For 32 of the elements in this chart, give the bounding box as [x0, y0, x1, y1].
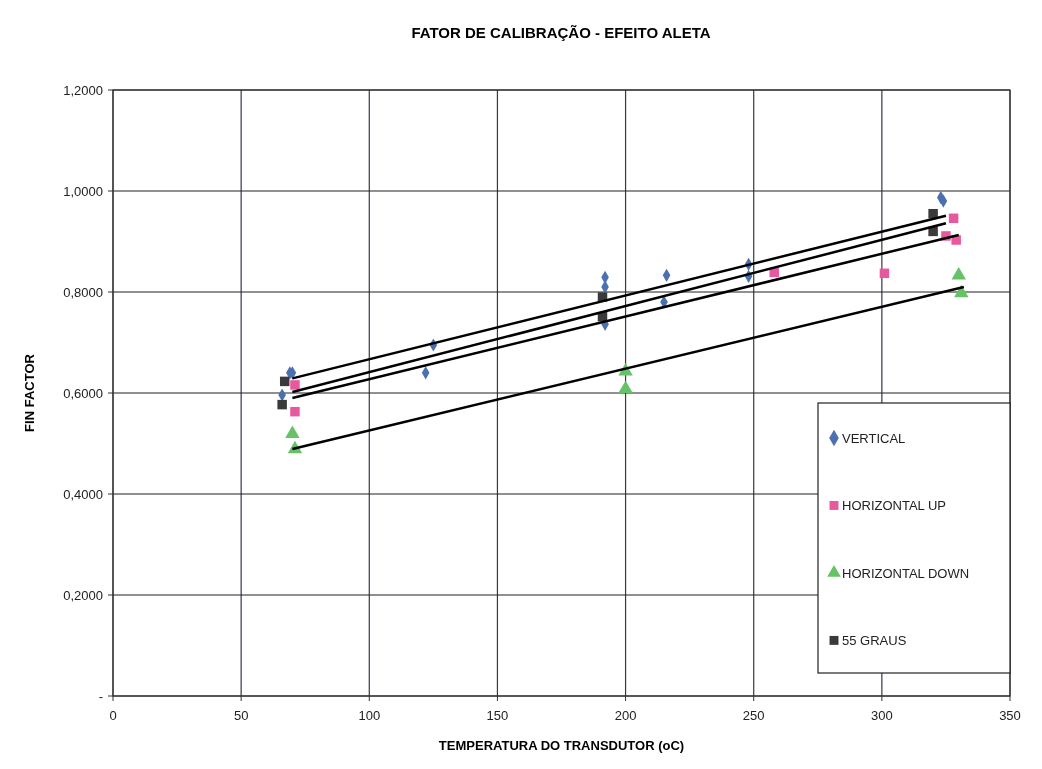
y-tick-label: 1,2000 [63, 83, 103, 98]
x-tick-label: 0 [109, 708, 117, 723]
point [618, 380, 633, 394]
y-axis-title: FIN FACTOR [22, 353, 37, 432]
x-tick-label: 250 [742, 708, 765, 723]
y-tick-label: 0,6000 [63, 386, 103, 401]
y-tick-label: 1,0000 [63, 184, 103, 199]
y-tick-label: 0,2000 [63, 588, 103, 603]
legend-label: HORIZONTAL UP [842, 498, 947, 514]
point [279, 376, 290, 387]
x-tick-label: 150 [486, 708, 509, 723]
y-tick-label: 0,8000 [63, 285, 103, 300]
point [948, 213, 959, 224]
x-tick-label: 200 [614, 708, 637, 723]
legend-label: 55 GRAUS [842, 633, 907, 649]
point [951, 267, 966, 280]
x-tick-label: 350 [999, 708, 1021, 723]
point [928, 208, 938, 219]
y-tick-label: 0,4000 [63, 487, 103, 502]
point [290, 380, 300, 390]
point [277, 399, 287, 410]
x-tick-label: 50 [233, 708, 249, 723]
point [285, 425, 300, 439]
x-axis-title: TEMPERATURA DO TRANSDUTOR (oC) [438, 738, 685, 753]
point [290, 406, 300, 417]
x-tick-label: 300 [871, 708, 893, 723]
y-tick-label: - [98, 689, 103, 704]
legend-label: VERTICAL [842, 431, 906, 446]
legend-label: HORIZONTAL DOWN [842, 565, 970, 581]
x-tick-label: 100 [358, 708, 381, 723]
point [879, 268, 890, 279]
chart-title: FATOR DE CALIBRAÇÃO - EFEITO ALETA [411, 24, 711, 41]
